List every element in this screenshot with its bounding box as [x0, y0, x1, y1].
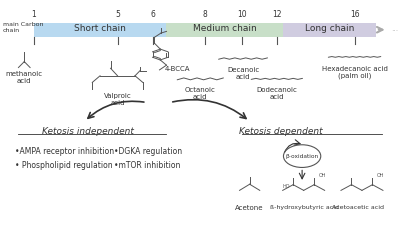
Text: Medium chain: Medium chain — [192, 24, 256, 33]
Text: Hexadecanoic acid
(palm oil): Hexadecanoic acid (palm oil) — [322, 66, 388, 79]
Text: 5: 5 — [115, 10, 120, 19]
Text: •mTOR inhibition: •mTOR inhibition — [114, 161, 180, 170]
Text: 10: 10 — [237, 10, 247, 19]
Text: methanoic
acid: methanoic acid — [6, 71, 43, 84]
Text: OH: OH — [319, 173, 326, 178]
Text: 1: 1 — [32, 10, 36, 19]
Text: Valproic
acid: Valproic acid — [104, 93, 132, 106]
Text: Short chain: Short chain — [74, 24, 126, 33]
Text: main Carbon
chain: main Carbon chain — [3, 22, 44, 33]
Text: Acetone: Acetone — [236, 205, 264, 211]
FancyBboxPatch shape — [166, 23, 283, 37]
Text: Octanoic
acid: Octanoic acid — [185, 87, 216, 100]
Text: Acetoacetic acid: Acetoacetic acid — [332, 205, 384, 210]
Text: 12: 12 — [272, 10, 282, 19]
Text: • Phospholipid regulation: • Phospholipid regulation — [14, 161, 112, 170]
Text: ...: ... — [392, 24, 399, 33]
Text: Dodecanoic
acid: Dodecanoic acid — [256, 87, 297, 100]
Text: •DGKA regulation: •DGKA regulation — [114, 147, 182, 156]
FancyBboxPatch shape — [283, 23, 376, 37]
Text: OH: OH — [377, 173, 385, 178]
Text: HO: HO — [283, 184, 290, 189]
Text: ß-hydroxybutyric acid: ß-hydroxybutyric acid — [270, 205, 338, 210]
Text: •AMPA receptor inhibition: •AMPA receptor inhibition — [14, 147, 114, 156]
Text: 16: 16 — [350, 10, 359, 19]
Text: Ketosis independent: Ketosis independent — [42, 127, 134, 136]
Text: 4-BCCA: 4-BCCA — [165, 66, 190, 72]
Text: Ketosis dependent: Ketosis dependent — [239, 127, 322, 136]
Text: 6: 6 — [150, 10, 155, 19]
FancyBboxPatch shape — [34, 23, 166, 37]
Text: β-oxidation: β-oxidation — [286, 154, 319, 159]
Text: Decanoic
acid: Decanoic acid — [227, 67, 259, 80]
Text: 8: 8 — [202, 10, 207, 19]
Text: Long chain: Long chain — [305, 24, 354, 33]
